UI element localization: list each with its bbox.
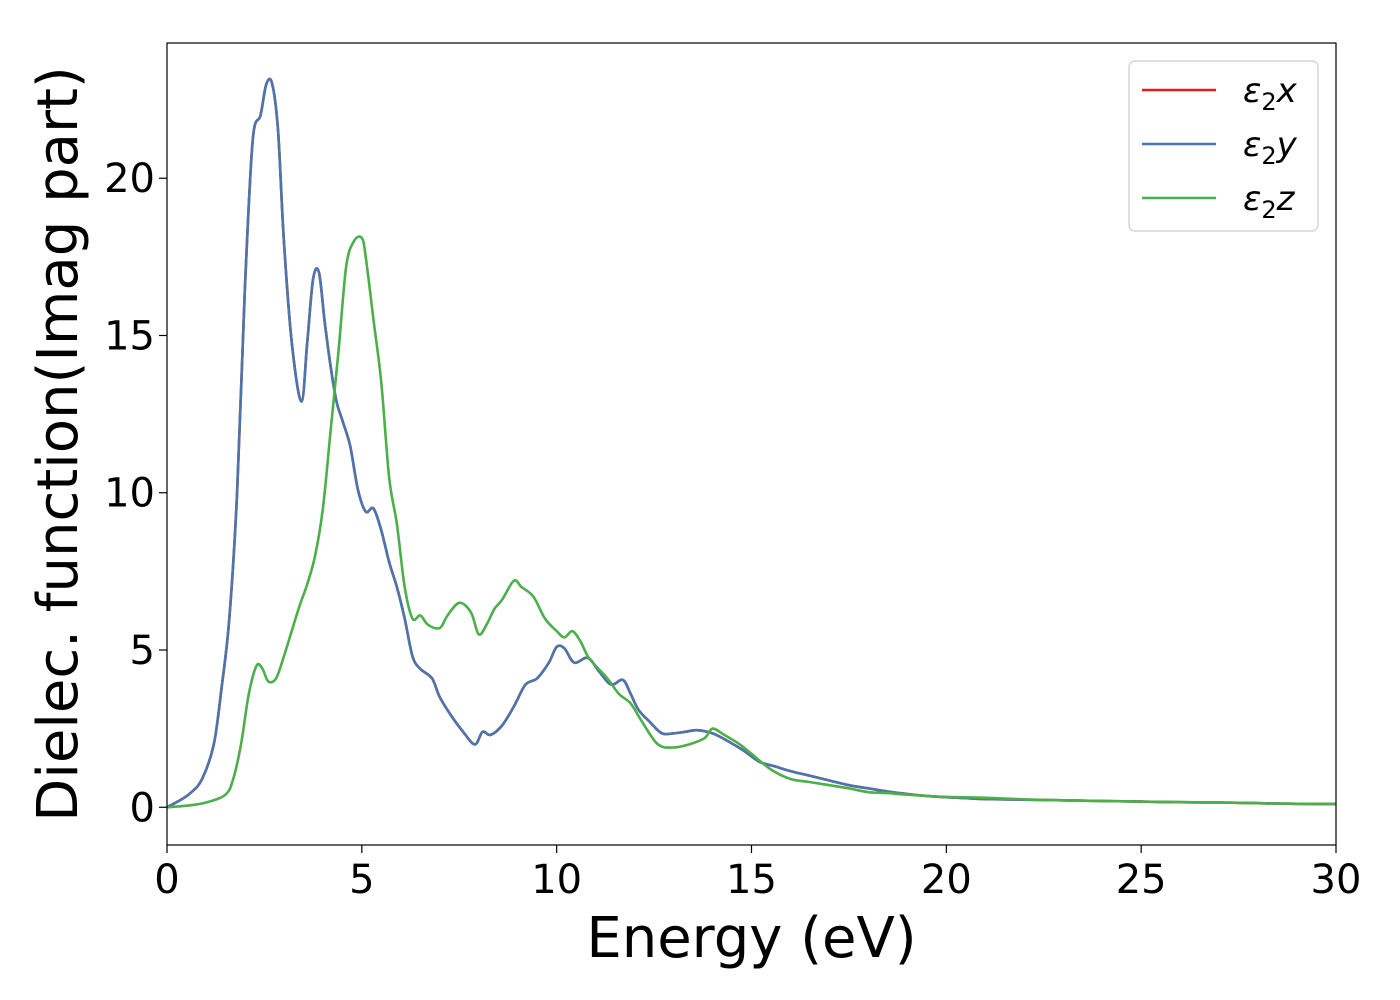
- legend-label-y: ε2y: [1243, 125, 1298, 170]
- y-tick-label: 5: [130, 628, 155, 674]
- x-tick-label: 20: [921, 857, 972, 903]
- series-line-z: [166, 235, 1337, 809]
- y-tick-label: 20: [104, 156, 155, 202]
- y-tick-label: 10: [104, 471, 155, 517]
- legend-label-x: ε2x: [1243, 71, 1298, 116]
- legend: ε2x ε2y ε2z: [1128, 60, 1319, 232]
- legend-box: [1128, 60, 1319, 232]
- legend-label-z: ε2z: [1243, 179, 1296, 224]
- x-tick-label: 30: [1311, 857, 1362, 903]
- x-tick-label: 10: [531, 857, 582, 903]
- y-axis-title: Dielec. function(Imag part): [26, 66, 91, 822]
- y-tick-label: 15: [104, 313, 155, 359]
- y-tick-label: 0: [130, 785, 155, 831]
- series-line-y: [166, 77, 1337, 809]
- x-tick-label: 25: [1116, 857, 1167, 903]
- y-axis-ticks: 0 5 10 15 20: [104, 156, 167, 831]
- x-axis-ticks: 0 5 10 15 20 25 30: [154, 845, 1361, 903]
- series-layer: [166, 77, 1337, 809]
- x-tick-label: 5: [349, 857, 374, 903]
- x-axis-title: Energy (eV): [586, 906, 916, 971]
- x-tick-label: 0: [154, 857, 179, 903]
- x-tick-label: 15: [726, 857, 777, 903]
